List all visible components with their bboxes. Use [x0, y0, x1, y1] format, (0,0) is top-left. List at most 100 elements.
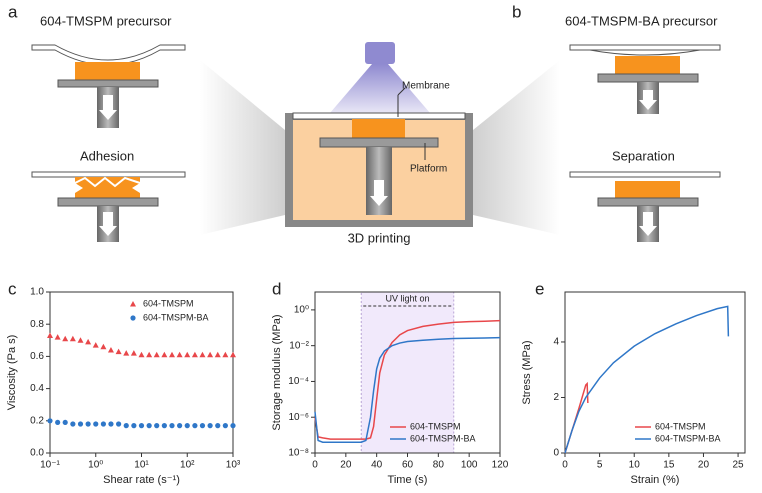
- marker: [192, 423, 198, 429]
- marker: [108, 421, 114, 427]
- marker: [100, 343, 107, 350]
- line: [314, 319, 501, 440]
- y-tick-label: 10⁻⁶: [288, 412, 309, 423]
- marker: [138, 423, 145, 429]
- x-tick-label: 10: [629, 460, 641, 471]
- marker: [207, 423, 213, 429]
- marker: [153, 351, 160, 358]
- marker: [191, 351, 198, 358]
- marker: [77, 421, 84, 427]
- x-tick-label: 20: [340, 460, 352, 471]
- marker: [215, 423, 221, 429]
- marker: [146, 351, 153, 358]
- marker: [93, 421, 99, 427]
- plot-frame: [564, 291, 746, 454]
- y-tick-label: 0: [553, 448, 559, 459]
- marker: [138, 351, 145, 358]
- x-axis-label: Time (s): [388, 474, 428, 486]
- legend-label: 604-TMSPM: [143, 298, 194, 308]
- line: [314, 336, 501, 443]
- marker: [47, 332, 53, 338]
- y-tick-label: 2: [553, 392, 559, 403]
- legend-label: 604-TMSPM: [655, 421, 706, 431]
- x-tick-label: 25: [733, 460, 745, 471]
- y-tick-label: 1.0: [30, 287, 44, 298]
- label: Adhesion: [80, 148, 134, 163]
- x-tick-label: 0: [312, 460, 318, 471]
- x-axis-label: Shear rate (s⁻¹): [103, 474, 180, 486]
- marker: [199, 351, 206, 358]
- label: 604-TMSPM precursor: [40, 13, 172, 28]
- marker: [107, 346, 114, 353]
- x-tick-label: 10³: [226, 460, 241, 471]
- marker: [169, 423, 175, 429]
- label: Separation: [612, 148, 675, 163]
- legend-label: 604-TMSPM-BA: [143, 312, 209, 322]
- marker: [230, 351, 236, 358]
- y-tick-label: 4: [553, 337, 559, 348]
- y-axis-label: Stress (MPa): [521, 340, 533, 404]
- marker: [62, 419, 68, 426]
- marker: [92, 342, 99, 348]
- x-tick-label: 10⁻¹: [40, 460, 60, 471]
- x-tick-label: 5: [597, 460, 603, 471]
- marker: [222, 351, 229, 358]
- marker: [154, 423, 160, 429]
- marker: [207, 351, 214, 358]
- marker: [146, 423, 152, 429]
- marker: [161, 351, 168, 358]
- x-tick-label: 20: [698, 460, 710, 471]
- y-tick-label: 0.4: [30, 383, 44, 394]
- marker: [115, 348, 122, 355]
- label: 604-TMSPM-BA precursor: [565, 13, 718, 28]
- y-tick-label: 10⁻²: [289, 340, 309, 351]
- y-tick-label: 10⁰: [294, 305, 309, 316]
- y-tick-label: 0.8: [30, 319, 44, 330]
- marker: [100, 421, 107, 427]
- panel-label: c: [8, 279, 17, 298]
- panel-label: e: [535, 279, 544, 298]
- marker: [123, 350, 130, 356]
- uv-span: [360, 291, 455, 454]
- marker: [222, 423, 228, 429]
- line: [564, 305, 730, 454]
- y-tick-label: 10⁻⁸: [288, 448, 309, 459]
- marker: [70, 421, 76, 427]
- marker: [69, 335, 76, 342]
- marker: [116, 421, 122, 427]
- label: Membrane: [402, 81, 450, 92]
- marker: [85, 338, 92, 345]
- marker: [161, 423, 167, 429]
- x-tick-label: 40: [371, 460, 383, 471]
- marker: [214, 351, 221, 358]
- label: 3D printing: [348, 230, 411, 245]
- marker: [199, 423, 206, 429]
- label: Platform: [410, 164, 447, 175]
- panel-label: a: [8, 2, 18, 21]
- marker: [54, 334, 61, 340]
- legend-label: 604-TMSPM: [410, 421, 461, 431]
- legend-marker: [130, 315, 136, 321]
- x-tick-label: 60: [402, 460, 414, 471]
- marker: [55, 419, 61, 426]
- y-tick-label: 10⁻⁴: [288, 376, 309, 387]
- marker: [77, 337, 84, 343]
- y-axis-label: Storage modulus (MPa): [271, 314, 283, 430]
- x-tick-label: 100: [461, 460, 478, 471]
- marker: [62, 335, 69, 342]
- x-axis-label: Strain (%): [631, 474, 680, 486]
- y-tick-label: 0.2: [30, 415, 44, 426]
- x-tick-label: 10⁰: [88, 460, 103, 471]
- marker: [47, 418, 53, 424]
- y-tick-label: 0.0: [30, 448, 44, 459]
- marker: [176, 351, 183, 358]
- annotation: UV light on: [385, 293, 429, 303]
- x-tick-label: 120: [492, 460, 509, 471]
- x-tick-label: 10¹: [134, 460, 149, 471]
- y-axis-label: Viscosity (Pa s): [6, 335, 18, 411]
- schematic: 604-TMSPM precursor Adhesion Membrane Pl…: [31, 13, 721, 245]
- marker: [130, 350, 137, 356]
- marker: [184, 423, 190, 429]
- x-tick-label: 15: [663, 460, 675, 471]
